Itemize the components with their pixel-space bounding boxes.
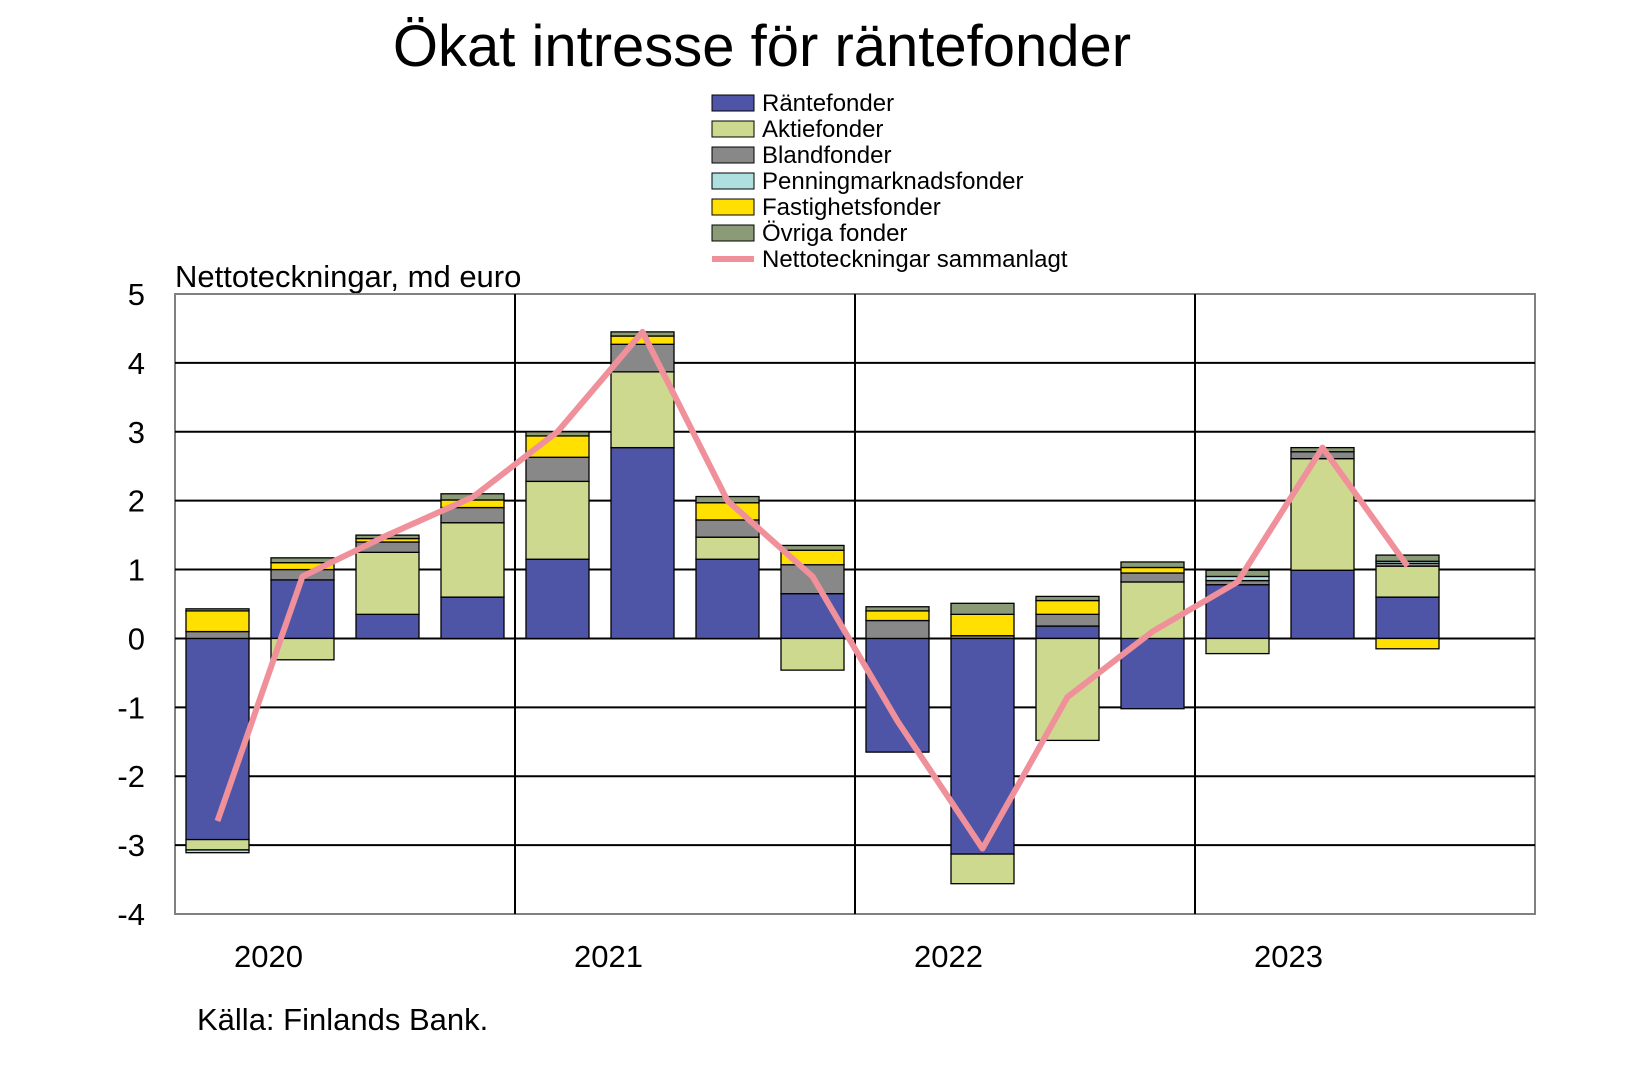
y-tick-label: -2	[117, 759, 145, 794]
bar-segment	[1375, 596, 1440, 640]
bar-segment	[270, 637, 335, 661]
y-tick-labels: 5 4 3 2 1 0 -1 -2 -3 -4	[117, 277, 145, 932]
bar-segment	[950, 613, 1015, 637]
legend-swatch	[711, 172, 755, 190]
bar-segment	[610, 371, 675, 449]
bar-segment	[525, 480, 590, 560]
bars	[185, 331, 1440, 885]
bar-segment	[1205, 569, 1270, 578]
legend-label: Räntefonder	[762, 90, 894, 117]
bar-segment	[1375, 554, 1440, 562]
legend-label: Nettoteckningar sammanlagt	[762, 246, 1068, 273]
bar-segment	[695, 558, 760, 640]
source-note: Källa: Finlands Bank.	[197, 1002, 488, 1037]
bar-segment	[865, 606, 930, 612]
total-line	[214, 328, 1410, 852]
bar-segment	[1205, 637, 1270, 655]
y-tick-label: 3	[128, 415, 145, 450]
bar-segment	[610, 446, 675, 640]
bar-segment	[270, 557, 335, 564]
bar-segment	[185, 637, 250, 841]
bar-segment	[185, 838, 250, 851]
bar-segment	[1120, 566, 1185, 574]
legend-swatch	[711, 120, 755, 138]
bar-segment	[780, 637, 845, 671]
bar-segment	[1035, 625, 1100, 640]
x-tick-label: 2021	[574, 939, 643, 974]
bar-segment	[355, 613, 420, 640]
bar-segment	[950, 853, 1015, 885]
bar-segment	[355, 551, 420, 615]
bar-segment	[185, 608, 250, 612]
y-tick-label: -1	[117, 690, 145, 725]
x-tick-label: 2023	[1254, 939, 1323, 974]
legend-label: Penningmarknadsfonder	[762, 168, 1024, 195]
bar-segment	[185, 610, 250, 633]
bar-segment	[440, 522, 505, 598]
bar-segment	[1035, 595, 1100, 602]
legend-label: Övriga fonder	[762, 220, 907, 247]
bar-segment	[865, 619, 930, 640]
bar-segment	[1035, 613, 1100, 627]
bar-segment	[1120, 561, 1185, 569]
x-tick-labels: 2020 2021 2022 2023	[234, 939, 1323, 974]
bar-segment	[185, 630, 250, 640]
legend-swatch	[711, 146, 755, 164]
bar-segment	[950, 602, 1015, 615]
bar-segment	[440, 596, 505, 640]
bar-segment	[185, 849, 250, 854]
bar-segment	[525, 456, 590, 483]
legend-label: Aktiefonder	[762, 116, 883, 143]
legend-label: Fastighetsfonder	[762, 194, 941, 221]
y-tick-label: 5	[128, 277, 145, 312]
x-tick-label: 2022	[914, 939, 983, 974]
bar-segment	[780, 544, 845, 551]
bar-segment	[1035, 637, 1100, 742]
y-tick-label: 4	[128, 346, 145, 381]
total-line-layer	[214, 328, 1410, 852]
y-axis-label: Nettoteckningar, md euro	[175, 259, 521, 294]
x-tick-label: 2020	[234, 939, 303, 974]
y-tick-label: -4	[117, 897, 145, 932]
bar-segment	[270, 579, 335, 640]
bar-segment	[865, 610, 930, 622]
y-tick-label: 0	[128, 621, 145, 656]
legend-swatch	[711, 198, 755, 216]
bar-segment	[950, 637, 1015, 855]
bar-segment	[1375, 637, 1440, 650]
y-tick-label: 2	[128, 484, 145, 519]
legend-swatch	[711, 94, 755, 112]
y-tick-label: -3	[117, 828, 145, 863]
y-tick-label: 1	[128, 553, 145, 588]
bar-segment	[865, 637, 930, 753]
legend-label: Blandfonder	[762, 142, 891, 169]
bar-segment	[525, 558, 590, 640]
bar-segment	[1120, 572, 1185, 583]
bar-segment	[1375, 565, 1440, 598]
bar-segment	[695, 536, 760, 560]
legend-swatch	[711, 224, 755, 242]
legend: RäntefonderAktiefonderBlandfonderPenning…	[711, 90, 1068, 273]
chart-title: Ökat intresse för räntefonder	[393, 14, 1131, 79]
bar-segment	[1035, 599, 1100, 615]
bar-segment	[1290, 569, 1355, 640]
